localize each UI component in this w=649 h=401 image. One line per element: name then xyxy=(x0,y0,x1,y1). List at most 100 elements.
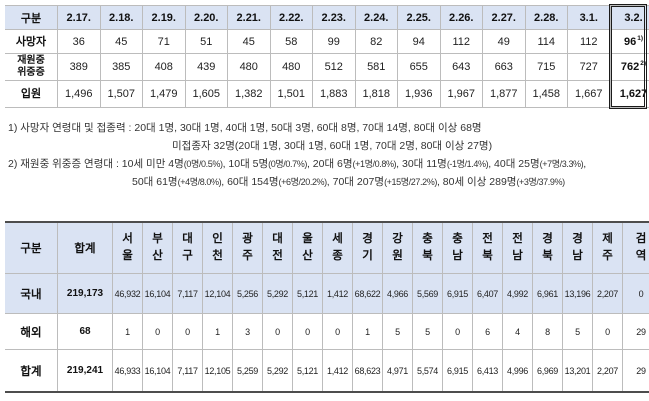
daily-value: 82 xyxy=(354,29,398,54)
footnote-marker: 1) xyxy=(637,34,644,42)
daily-value: 439 xyxy=(184,53,228,81)
region-value: 6,413 xyxy=(472,349,503,393)
region-value: 5,256 xyxy=(232,273,263,314)
footnote-detail: (0명/0.7%) xyxy=(268,159,307,169)
date-header: 2.23. xyxy=(312,5,356,30)
region-value: 7,117 xyxy=(172,273,203,314)
region-name: 세종 xyxy=(332,233,343,262)
row-label: 재원중 위중증 xyxy=(5,53,58,81)
region-value: 0 xyxy=(592,313,623,350)
daily-value: 512 xyxy=(312,53,356,81)
daily-value: 643 xyxy=(439,53,483,81)
region-row: 해외 68 1 0 0 1 3 0 0 0 1 5 5 0 6 4 8 5 0 29 xyxy=(5,313,649,350)
region-header: 울산 xyxy=(292,221,323,274)
region-value: 6,961 xyxy=(532,273,563,314)
latest-value-cell: 7622) xyxy=(609,53,649,81)
region-name: 대전 xyxy=(272,233,283,262)
region-value: 6 xyxy=(472,313,503,350)
daily-value: 1,458 xyxy=(524,80,568,108)
region-header: 인천 xyxy=(202,221,233,274)
footnote-detail: (0명/0.5%) xyxy=(183,159,223,169)
region-value: 8 xyxy=(532,313,563,350)
region-value: 6,969 xyxy=(532,349,563,393)
daily-value: 408 xyxy=(142,53,186,81)
footnote-detail: (+1명/0.8%) xyxy=(352,159,397,169)
row-label-text: 재원중 위중증 xyxy=(17,55,45,78)
daily-value: 36 xyxy=(57,29,101,54)
region-value: 29 xyxy=(622,313,649,350)
region-header: 경기 xyxy=(352,221,383,274)
footnote-text: 2) 재원중 위중증 연령대 : 10세 미만 4명 xyxy=(8,158,184,170)
row-label-text: 입원 xyxy=(20,88,42,100)
region-table-head: 구분 합계 서울 부산 대구 인천 광주 대전 울산 세종 경기 강원 충북 충남 전북 전남 경북 경남 제주 검역 xyxy=(5,221,649,274)
region-value: 1 xyxy=(112,313,143,350)
region-value: 0 xyxy=(172,313,203,350)
region-value: 5,121 xyxy=(292,273,323,314)
region-row: 국내 219,173 46,932 16,104 7,117 12,104 5,256 5,2… xyxy=(5,273,649,314)
footnote-detail: (-1명/1.4%) xyxy=(446,159,489,169)
region-name: 인천 xyxy=(212,233,223,262)
summary-row: 사망자 36 45 71 51 45 58 99 82 94 112 49 114 112 961) xyxy=(5,29,649,54)
date-header: 3.1. xyxy=(567,5,611,30)
daily-value: 71 xyxy=(142,29,186,54)
row-total: 219,241 xyxy=(57,349,113,393)
region-name: 경기 xyxy=(362,233,373,262)
region-name: 검역 xyxy=(635,233,647,262)
region-row-label: 해외 xyxy=(5,313,58,350)
date-header: 2.22. xyxy=(269,5,313,30)
daily-value: 389 xyxy=(57,53,101,81)
region-value: 5,569 xyxy=(412,273,443,314)
footnote-text: , 60대 154명 xyxy=(221,176,279,188)
region-header: 경북 xyxy=(532,221,563,274)
summary-table-body: 사망자 36 45 71 51 45 58 99 82 94 112 49 114 112 961) 재원중 … xyxy=(5,29,649,108)
summary-row: 입원 1,496 1,507 1,479 1,605 1,382 1,501 1,883 1,8… xyxy=(5,80,649,108)
region-value: 68,622 xyxy=(352,273,383,314)
region-value: 4 xyxy=(502,313,533,350)
footnote-1-line-2: 미접종자 32명(20대 1명, 30대 1명, 60대 1명, 70대 2명,… xyxy=(172,140,493,152)
row-label-text: 사망자 xyxy=(15,35,47,48)
total-header: 합계 xyxy=(57,221,113,274)
footnote-text: 50대 61명 xyxy=(132,176,178,188)
region-value: 4,996 xyxy=(502,349,533,393)
daily-value: 99 xyxy=(312,29,356,54)
region-header: 충남 xyxy=(442,221,473,274)
region-value: 4,966 xyxy=(382,273,413,314)
daily-value: 58 xyxy=(269,29,313,54)
latest-value-cell: 961) xyxy=(609,29,649,54)
region-value: 7,117 xyxy=(172,349,203,393)
region-value: 0 xyxy=(622,273,649,314)
region-value: 5,292 xyxy=(262,349,293,393)
daily-value: 49 xyxy=(482,29,526,54)
daily-value: 114 xyxy=(524,29,568,54)
latest-date-header: 3.2. xyxy=(609,5,649,30)
footnote-detail: (+4명/8.0%) xyxy=(177,177,222,187)
region-name: 충북 xyxy=(422,233,433,262)
daily-value: 480 xyxy=(269,53,313,81)
daily-value: 385 xyxy=(99,53,143,81)
footnote-detail: (+7명/3.3%) xyxy=(539,159,584,169)
region-value: 0 xyxy=(442,313,473,350)
footnote-text: , 10대 5명 xyxy=(222,158,269,170)
footnote-1-line-1: 1) 사망자 연령대 및 접종력 : 20대 1명, 30대 1명, 40대 1… xyxy=(8,122,482,134)
region-header: 세종 xyxy=(322,221,353,274)
region-header: 강원 xyxy=(382,221,413,274)
row-label: 입원 xyxy=(5,80,58,108)
region-value: 4,971 xyxy=(382,349,413,393)
region-header: 경남 xyxy=(562,221,593,274)
region-name: 울산 xyxy=(302,233,313,262)
region-value: 5,574 xyxy=(412,349,443,393)
region-name: 경북 xyxy=(542,233,553,262)
daily-value: 1,667 xyxy=(567,80,611,108)
date-header: 2.20. xyxy=(184,5,228,30)
footnote-marker: 2) xyxy=(640,60,647,67)
latest-value: 1,627 xyxy=(619,88,648,100)
daily-value: 94 xyxy=(397,29,441,54)
footnote-2-line-1: 2) 재원중 위중증 연령대 : 10세 미만 4명(0명/0.5%), 10대… xyxy=(8,155,642,173)
summary-row: 재원중 위중증 389 385 408 439 480 480 512 581 655 643 663… xyxy=(5,53,649,81)
daily-value: 1,507 xyxy=(99,80,143,108)
daily-value: 112 xyxy=(567,29,611,54)
summary-header-label: 구분 xyxy=(5,5,58,30)
date-header: 2.25. xyxy=(397,5,441,30)
footnote-detail: (+15명/27.2%) xyxy=(384,177,437,187)
region-value: 4,992 xyxy=(502,273,533,314)
